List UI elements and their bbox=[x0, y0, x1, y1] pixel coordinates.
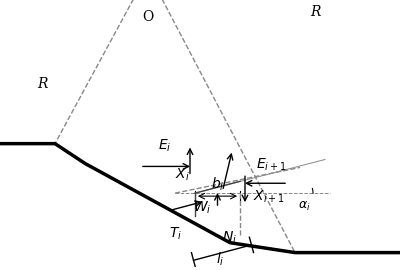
Text: $W_i$: $W_i$ bbox=[193, 200, 211, 216]
Text: $\alpha_i$: $\alpha_i$ bbox=[298, 200, 311, 212]
Text: R: R bbox=[37, 77, 47, 91]
Text: $X_i$: $X_i$ bbox=[175, 166, 190, 183]
Text: $T_i$: $T_i$ bbox=[169, 226, 182, 242]
Text: O: O bbox=[142, 10, 154, 24]
Text: $l_i$: $l_i$ bbox=[216, 251, 224, 268]
Text: $E_i$: $E_i$ bbox=[158, 137, 172, 154]
Text: $N_i$: $N_i$ bbox=[222, 230, 237, 246]
Text: $E_{i+1}$: $E_{i+1}$ bbox=[256, 157, 287, 173]
Text: $b_i$: $b_i$ bbox=[211, 176, 225, 193]
Text: R: R bbox=[310, 5, 320, 19]
Text: $X_{i+1}$: $X_{i+1}$ bbox=[253, 188, 285, 205]
